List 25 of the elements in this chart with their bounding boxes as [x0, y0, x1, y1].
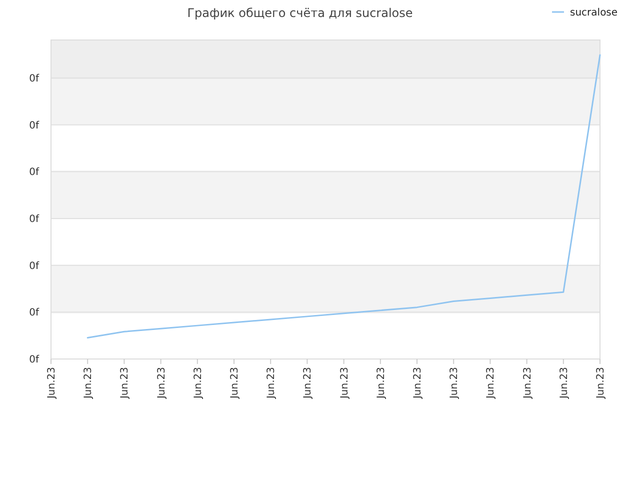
x-tick-label: Jun.23: [266, 367, 278, 400]
x-tick-label: Jun.23: [339, 367, 350, 400]
text: 0f: [29, 74, 40, 84]
chart-title: График общего счёта для sucralose: [187, 6, 413, 20]
text: 0f: [29, 354, 40, 366]
text: 0f: [29, 308, 40, 319]
text: 0f: [29, 260, 40, 272]
x-tick-label: Jun.23: [558, 367, 570, 400]
x-tick-label: Jun.23: [83, 367, 94, 400]
x-tick-label: Jun.23: [522, 367, 534, 400]
legend-label: sucralose: [570, 8, 618, 18]
x-tick-label: Jun.23: [449, 367, 460, 400]
x-tick-label: Jun.23: [302, 367, 314, 400]
x-tick-label: Jun.23: [412, 367, 424, 400]
x-tick-label: Jun.23: [46, 367, 58, 400]
x-tick-label: Jun.23: [192, 367, 204, 400]
x-tick-label: Jun.23: [376, 367, 387, 400]
text: 0f: [29, 167, 40, 178]
x-tick-label: Jun.23: [120, 367, 131, 400]
x-tick-label: Jun.23: [486, 367, 497, 400]
x-tick-label: Jun.23: [230, 367, 240, 400]
text: 0f: [29, 120, 40, 132]
x-tick-label: Jun.23: [156, 367, 168, 400]
x-tick-label: Jun.23: [596, 367, 606, 400]
text: 0f: [29, 214, 40, 225]
